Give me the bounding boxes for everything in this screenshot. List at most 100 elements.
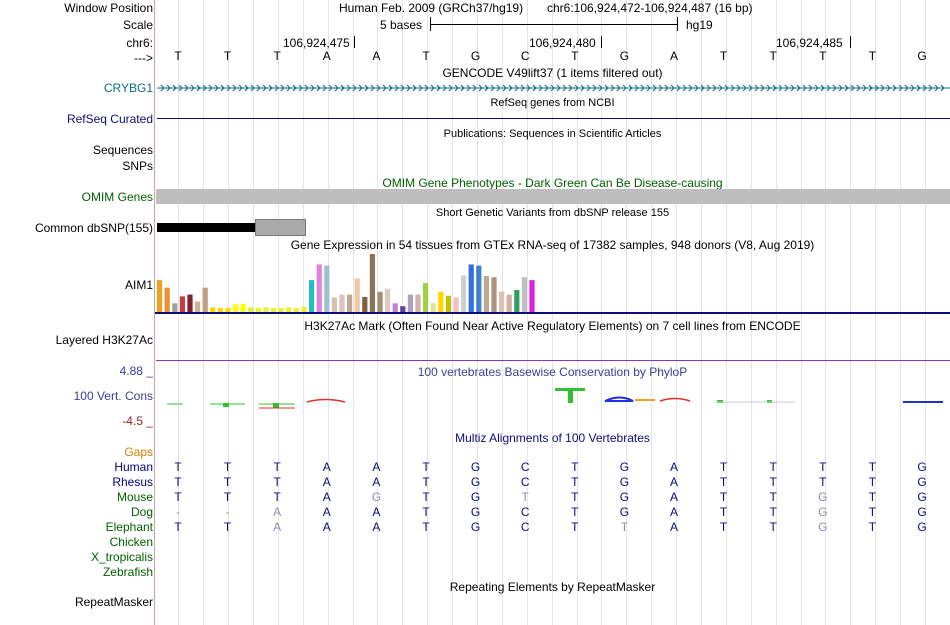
dbsnp-feature-bar[interactable]	[157, 223, 306, 232]
gtex-tissue-bar[interactable]	[430, 303, 436, 312]
base-11[interactable]: A	[669, 49, 678, 63]
base-7[interactable]: G	[470, 49, 481, 63]
gtex-tissue-bar[interactable]	[293, 307, 299, 312]
gtex-tissue-bar[interactable]	[506, 294, 512, 312]
gtex-tissue-bar[interactable]	[400, 306, 406, 312]
gtex-tissue-bar[interactable]	[468, 264, 474, 312]
gtex-tissue-bar[interactable]	[210, 307, 216, 312]
base-8[interactable]: C	[520, 49, 530, 63]
base-16[interactable]: G	[917, 49, 927, 63]
gtex-tissue-bar[interactable]	[521, 277, 527, 312]
gtex-tissue-bar[interactable]	[491, 277, 497, 312]
gtex-tissue-bar[interactable]	[172, 303, 178, 312]
gtex-tissue-bar[interactable]	[453, 297, 459, 313]
gtex-tissue-bar[interactable]	[286, 307, 292, 312]
gtex-tissue-bar[interactable]	[438, 291, 444, 312]
gtex-tissue-bar[interactable]	[187, 294, 193, 312]
strand-arrow-label[interactable]: --->	[134, 51, 153, 65]
base-12[interactable]: T	[719, 49, 728, 63]
species-label-dog[interactable]: Dog	[130, 505, 153, 519]
gencode-gene-label[interactable]: CRYBG1	[103, 81, 153, 95]
base-6[interactable]: T	[422, 49, 430, 63]
multiz-gaps-label[interactable]: Gaps	[124, 445, 153, 459]
gtex-tissue-bar[interactable]	[271, 307, 277, 312]
species-label-human[interactable]: Human	[114, 460, 153, 474]
gtex-tissue-bar[interactable]	[263, 307, 269, 312]
gtex-tissue-bar[interactable]	[514, 289, 520, 312]
gtex-tissue-bar[interactable]	[324, 265, 330, 312]
alignment-base: T	[819, 475, 827, 489]
gtex-tissue-bar[interactable]	[377, 291, 383, 312]
publications-label-sequences[interactable]: Sequences	[92, 143, 153, 157]
species-label-mouse[interactable]: Mouse	[116, 490, 153, 504]
scale-bar-tick-left	[430, 17, 431, 31]
gtex-tissue-bar[interactable]	[195, 301, 201, 312]
gtex-tissue-bar[interactable]	[202, 287, 208, 312]
gtex-tissue-bar[interactable]	[529, 280, 535, 312]
alignment-base: G	[470, 475, 481, 489]
gencode-gene-feature[interactable]	[155, 82, 950, 94]
gtex-tissue-bar[interactable]	[309, 280, 315, 312]
base-14[interactable]: T	[819, 49, 827, 63]
base-3[interactable]: T	[273, 49, 281, 63]
gtex-tissue-bar[interactable]	[423, 283, 429, 312]
gtex-tissue-bar[interactable]	[476, 265, 482, 312]
refseq-feature-line[interactable]	[157, 118, 950, 119]
dbsnp-title: Short Genetic Variants from dbSNP releas…	[435, 207, 670, 219]
gtex-tissue-bar[interactable]	[217, 307, 223, 312]
phylop-logo[interactable]	[155, 384, 950, 414]
species-label-x_tropicalis[interactable]: X_tropicalis	[90, 550, 153, 564]
gtex-tissue-bar[interactable]	[225, 307, 231, 312]
gtex-tissue-bar[interactable]	[415, 294, 421, 312]
gtex-tissue-bar[interactable]	[164, 287, 170, 312]
base-2[interactable]: T	[223, 49, 232, 63]
phylop-label[interactable]: 100 Vert. Cons	[73, 389, 153, 403]
h3k27ac-label[interactable]: Layered H3K27Ac	[55, 333, 153, 347]
base-9[interactable]: T	[571, 49, 579, 63]
gtex-tissue-bar[interactable]	[354, 278, 360, 312]
gtex-tissue-bar[interactable]	[392, 303, 398, 312]
gtex-tissue-bar[interactable]	[347, 294, 353, 312]
gtex-tissue-bar[interactable]	[499, 291, 505, 312]
gtex-tissue-bar[interactable]	[278, 307, 284, 312]
h3k27ac-signal-line[interactable]	[156, 360, 950, 361]
gtex-tissue-bar[interactable]	[301, 306, 307, 312]
dbsnp-label[interactable]: Common dbSNP(155)	[34, 221, 153, 235]
gtex-tissue-bar[interactable]	[255, 307, 261, 312]
species-label-chicken[interactable]: Chicken	[109, 535, 153, 549]
gtex-tissue-bar[interactable]	[445, 295, 451, 312]
dbsnp-feature-box[interactable]	[255, 219, 306, 236]
omim-title: OMIM Gene Phenotypes - Dark Green Can Be…	[382, 176, 723, 190]
base-13[interactable]: T	[769, 49, 777, 63]
gtex-tissue-bar[interactable]	[461, 275, 467, 312]
gtex-tissue-bar[interactable]	[248, 307, 254, 312]
gtex-tissue-bar[interactable]	[240, 303, 246, 312]
gtex-tissue-bar[interactable]	[362, 296, 368, 312]
gtex-tissue-bar[interactable]	[407, 294, 413, 312]
gtex-tissue-bar[interactable]	[331, 297, 337, 313]
gtex-bar-chart[interactable]	[155, 252, 950, 314]
refseq-label[interactable]: RefSeq Curated	[66, 112, 153, 126]
species-label-elephant[interactable]: Elephant	[105, 520, 153, 534]
base-15[interactable]: T	[868, 49, 877, 63]
base-5[interactable]: A	[372, 49, 381, 63]
publications-label-snps[interactable]: SNPs	[122, 159, 153, 173]
base-10[interactable]: G	[619, 49, 630, 63]
base-1[interactable]: T	[174, 49, 182, 63]
gtex-tissue-bar[interactable]	[385, 288, 391, 312]
repeatmasker-label[interactable]: RepeatMasker	[74, 595, 153, 609]
omim-label[interactable]: OMIM Genes	[81, 190, 153, 204]
alignment-base: T	[868, 490, 877, 504]
gtex-tissue-bar[interactable]	[179, 296, 185, 312]
gtex-tissue-bar[interactable]	[233, 304, 239, 312]
gtex-label[interactable]: AIM1	[124, 278, 153, 292]
species-label-rhesus[interactable]: Rhesus	[112, 475, 153, 489]
species-label-zebrafish[interactable]: Zebrafish	[102, 565, 153, 579]
gtex-tissue-bar[interactable]	[339, 294, 345, 312]
gtex-tissue-bar[interactable]	[157, 280, 163, 312]
gtex-tissue-bar[interactable]	[483, 276, 489, 312]
base-4[interactable]: A	[322, 49, 331, 63]
gtex-tissue-bar[interactable]	[369, 254, 375, 312]
gtex-tissue-bar[interactable]	[316, 264, 322, 312]
omim-feature-bar[interactable]	[156, 189, 950, 204]
